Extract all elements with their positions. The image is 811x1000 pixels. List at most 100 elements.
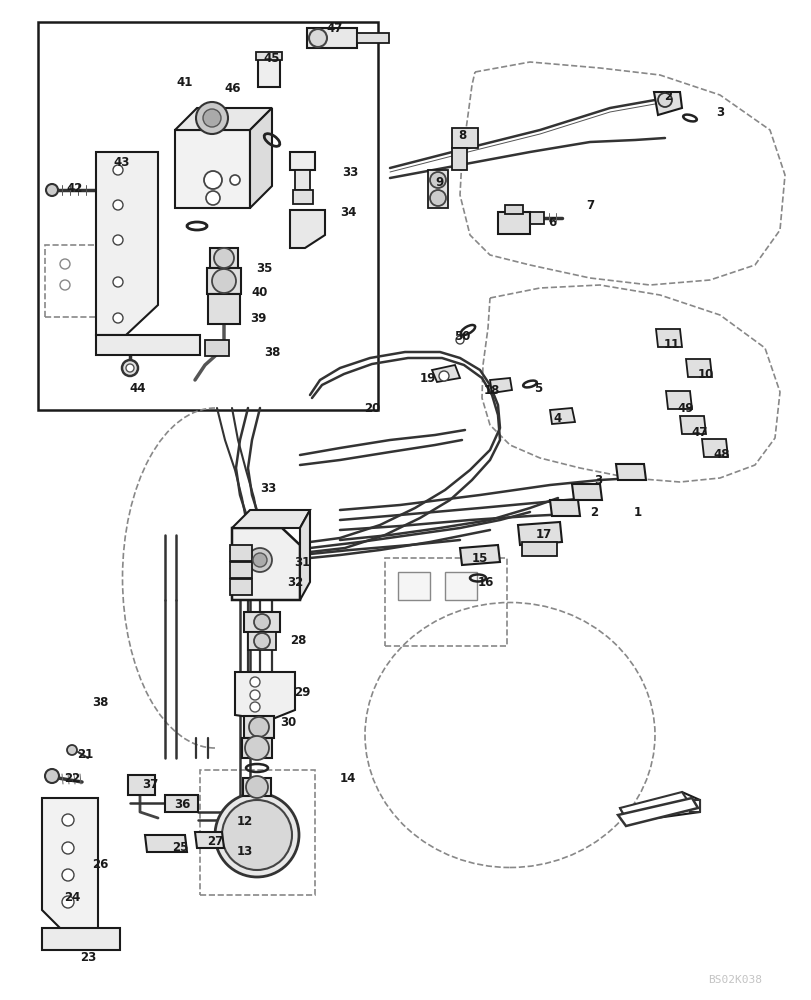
Circle shape [439, 371, 448, 381]
Text: 26: 26 [92, 858, 108, 871]
Text: 6: 6 [547, 216, 556, 229]
Text: 49: 49 [677, 401, 693, 414]
Polygon shape [96, 335, 200, 355]
Bar [255, 52, 281, 60]
Polygon shape [232, 528, 299, 600]
Circle shape [67, 745, 77, 755]
Polygon shape [549, 500, 579, 516]
Bar [397, 572, 430, 600]
Text: 42: 42 [67, 182, 83, 195]
Polygon shape [42, 928, 120, 950]
Text: 16: 16 [477, 576, 494, 588]
Text: 34: 34 [339, 206, 356, 219]
Text: 46: 46 [225, 82, 241, 95]
Text: 33: 33 [341, 166, 358, 179]
Text: 28: 28 [290, 634, 306, 646]
Bar [452, 148, 466, 170]
Circle shape [46, 184, 58, 196]
Text: 41: 41 [177, 76, 193, 89]
Polygon shape [653, 92, 681, 115]
Bar [307, 28, 357, 48]
Text: 44: 44 [130, 381, 146, 394]
Bar [504, 205, 522, 214]
Text: 36: 36 [174, 798, 190, 811]
Bar [258, 55, 280, 87]
Text: 47: 47 [326, 22, 343, 35]
Bar [243, 716, 273, 738]
Circle shape [309, 29, 327, 47]
Circle shape [113, 277, 122, 287]
Bar [444, 572, 476, 600]
Polygon shape [655, 329, 681, 347]
Text: 7: 7 [586, 199, 594, 212]
Text: 21: 21 [77, 748, 93, 762]
Polygon shape [571, 484, 601, 500]
Text: 38: 38 [264, 346, 280, 359]
Circle shape [203, 109, 221, 127]
Polygon shape [128, 775, 155, 795]
Text: 45: 45 [264, 52, 280, 65]
Text: 32: 32 [286, 576, 303, 588]
Text: 31: 31 [294, 556, 310, 568]
Text: 3: 3 [715, 106, 723, 119]
Text: 9: 9 [436, 176, 444, 189]
Bar [208, 294, 240, 324]
Text: 14: 14 [339, 772, 356, 784]
Bar [293, 190, 312, 204]
Polygon shape [685, 359, 711, 377]
Circle shape [214, 248, 234, 268]
Circle shape [113, 165, 122, 175]
Polygon shape [549, 408, 574, 424]
Circle shape [254, 614, 270, 630]
Circle shape [430, 190, 445, 206]
Polygon shape [290, 210, 324, 248]
Polygon shape [702, 439, 727, 457]
Polygon shape [679, 416, 705, 434]
Text: 47: 47 [691, 426, 707, 438]
Text: 13: 13 [237, 845, 253, 858]
Circle shape [122, 360, 138, 376]
Text: 5: 5 [533, 381, 542, 394]
Text: 35: 35 [255, 261, 272, 274]
Text: 11: 11 [663, 338, 680, 352]
Bar [242, 738, 272, 758]
Polygon shape [460, 545, 500, 565]
Circle shape [246, 776, 268, 798]
Text: BS02K038: BS02K038 [707, 975, 761, 985]
Circle shape [62, 814, 74, 826]
Circle shape [247, 548, 272, 572]
Circle shape [249, 717, 268, 737]
Bar [230, 545, 251, 561]
Circle shape [657, 93, 672, 107]
Circle shape [212, 269, 236, 293]
Polygon shape [234, 672, 294, 720]
Bar [427, 170, 448, 208]
Circle shape [113, 200, 122, 210]
Polygon shape [517, 522, 561, 545]
Text: 50: 50 [453, 330, 470, 342]
Text: 23: 23 [79, 951, 96, 964]
Text: 4: 4 [553, 412, 561, 424]
Circle shape [113, 313, 122, 323]
Text: 38: 38 [92, 696, 108, 708]
Polygon shape [165, 795, 198, 812]
Circle shape [62, 842, 74, 854]
Text: 25: 25 [172, 841, 188, 854]
Bar [230, 562, 251, 578]
Text: 39: 39 [250, 312, 266, 324]
Bar [200, 770, 315, 895]
Bar [204, 340, 229, 356]
Bar [247, 632, 276, 650]
Polygon shape [665, 391, 691, 409]
Polygon shape [452, 128, 478, 148]
Text: 43: 43 [114, 156, 130, 169]
Circle shape [45, 769, 59, 783]
Text: 48: 48 [713, 448, 729, 462]
Polygon shape [616, 464, 646, 480]
Polygon shape [250, 108, 272, 208]
Circle shape [126, 364, 134, 372]
Text: 1: 1 [633, 506, 642, 518]
Text: 30: 30 [280, 715, 296, 728]
Polygon shape [617, 798, 697, 826]
Text: 10: 10 [697, 368, 713, 381]
